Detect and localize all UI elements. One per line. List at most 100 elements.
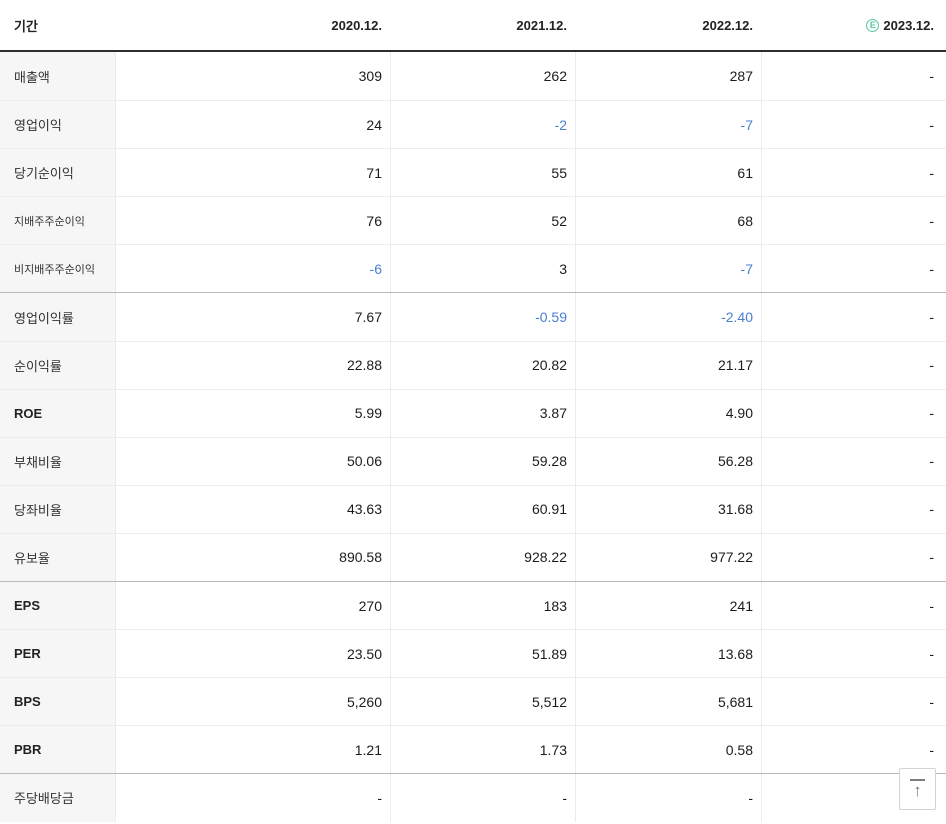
- table-row: 순이익률 22.88 20.82 21.17-: [0, 340, 946, 389]
- cell-value: 5,512: [390, 678, 575, 726]
- table-row: ROE 5.99 3.87 4.90-: [0, 388, 946, 437]
- cell-value: -7: [575, 245, 761, 293]
- cell-value: 59.28: [390, 437, 575, 485]
- cell-value: 61: [575, 149, 761, 197]
- cell-value: 0.58: [575, 726, 761, 774]
- header-year-label: 2023.12.: [883, 17, 934, 33]
- cell-value: 928.22: [390, 533, 575, 582]
- cell-value: -: [390, 774, 575, 822]
- cell-value: -2.40: [575, 293, 761, 341]
- cell-value: -7: [575, 101, 761, 149]
- cell-value: -: [761, 485, 946, 533]
- row-label: 유보율: [0, 533, 115, 582]
- cell-value: 241: [575, 582, 761, 630]
- cell-value: 21.17: [575, 341, 761, 389]
- cell-value: 76: [115, 197, 390, 245]
- cell-value: 51.89: [390, 630, 575, 678]
- cell-value: 50.06: [115, 437, 390, 485]
- row-label: EPS: [0, 582, 115, 630]
- cell-value: 890.58: [115, 533, 390, 582]
- row-label: 영업이익률: [0, 293, 115, 341]
- table-row: 주당배당금----: [0, 773, 946, 822]
- table-row: 매출액 309 262 287-: [0, 52, 946, 101]
- cell-value: -: [761, 678, 946, 726]
- table-header-row: 기간 2020.12. 2021.12. 2022.12. E 2023.12.: [0, 0, 946, 52]
- cell-value: 262: [390, 52, 575, 101]
- row-label: PBR: [0, 726, 115, 774]
- table-row: PER 23.50 51.89 13.68-: [0, 629, 946, 678]
- row-label: 비지배주주순이익: [0, 245, 115, 293]
- cell-value: 52: [390, 197, 575, 245]
- cell-value: 22.88: [115, 341, 390, 389]
- cell-value: -2: [390, 101, 575, 149]
- cell-value: 3.87: [390, 389, 575, 437]
- cell-value: -6: [115, 245, 390, 293]
- cell-value: 56.28: [575, 437, 761, 485]
- cell-value: -: [575, 774, 761, 822]
- cell-value: 43.63: [115, 485, 390, 533]
- cell-value: 1.73: [390, 726, 575, 774]
- table-row: 당기순이익 71 55 61-: [0, 148, 946, 197]
- table-row: 지배주주순이익 76 52 68-: [0, 196, 946, 245]
- header-year-column: 2022.12.: [575, 18, 761, 33]
- table-row: 부채비율 50.06 59.28 56.28-: [0, 436, 946, 485]
- table-row: 영업이익률 7.67 -0.59 -2.40-: [0, 292, 946, 341]
- cell-value: -: [761, 197, 946, 245]
- cell-value: 287: [575, 52, 761, 101]
- cell-value: 20.82: [390, 341, 575, 389]
- arrow-up-icon: ↑: [913, 781, 922, 800]
- table-row: 당좌비율 43.63 60.91 31.68-: [0, 484, 946, 533]
- cell-value: 977.22: [575, 533, 761, 582]
- row-label: 영업이익: [0, 101, 115, 149]
- row-label: 당기순이익: [0, 149, 115, 197]
- cell-value: 24: [115, 101, 390, 149]
- cell-value: -: [761, 726, 946, 774]
- table-row: BPS 5,260 5,512 5,681-: [0, 677, 946, 726]
- cell-value: -: [761, 582, 946, 630]
- cell-value: -: [115, 774, 390, 822]
- cell-value: 7.67: [115, 293, 390, 341]
- cell-value: 1.21: [115, 726, 390, 774]
- row-label: ROE: [0, 389, 115, 437]
- table-row: EPS 270 183 241-: [0, 581, 946, 630]
- row-label: 매출액: [0, 52, 115, 101]
- cell-value: 5,260: [115, 678, 390, 726]
- header-year-column: E 2023.12.: [761, 18, 946, 33]
- scroll-to-top-button[interactable]: ↑: [899, 768, 936, 810]
- cell-value: 4.90: [575, 389, 761, 437]
- header-year-label: 2020.12.: [331, 17, 382, 33]
- cell-value: 13.68: [575, 630, 761, 678]
- table-row: 유보율 890.58 928.22 977.22-: [0, 532, 946, 582]
- cell-value: 309: [115, 52, 390, 101]
- cell-value: 55: [390, 149, 575, 197]
- cell-value: -: [761, 533, 946, 582]
- cell-value: 60.91: [390, 485, 575, 533]
- cell-value: -: [761, 101, 946, 149]
- cell-value: 31.68: [575, 485, 761, 533]
- header-year-label: 2021.12.: [516, 17, 567, 33]
- cell-value: 68: [575, 197, 761, 245]
- row-label: 지배주주순이익: [0, 197, 115, 245]
- cell-value: -: [761, 293, 946, 341]
- header-year-column: 2020.12.: [115, 18, 390, 33]
- cell-value: -: [761, 52, 946, 101]
- row-label: PER: [0, 630, 115, 678]
- cell-value: -: [761, 389, 946, 437]
- row-label: 순이익률: [0, 341, 115, 389]
- cell-value: -: [761, 437, 946, 485]
- circled-E-icon: E: [866, 18, 880, 32]
- row-label: BPS: [0, 678, 115, 726]
- cell-value: -: [761, 149, 946, 197]
- header-period: 기간: [14, 18, 38, 34]
- cell-value: 3: [390, 245, 575, 293]
- cell-value: 5,681: [575, 678, 761, 726]
- table-row: 비지배주주순이익 -6 3 -7-: [0, 244, 946, 293]
- cell-value: -0.59: [390, 293, 575, 341]
- cell-value: 5.99: [115, 389, 390, 437]
- table-row: 영업이익 24 -2 -7-: [0, 100, 946, 149]
- table-body: 매출액 309 262 287- 영업이익 24 -2 -7- 당기순이익 71 55 61- 지배주주…: [0, 52, 946, 822]
- header-year-column: 2021.12.: [390, 18, 575, 33]
- row-label: 부채비율: [0, 437, 115, 485]
- row-label: 당좌비율: [0, 485, 115, 533]
